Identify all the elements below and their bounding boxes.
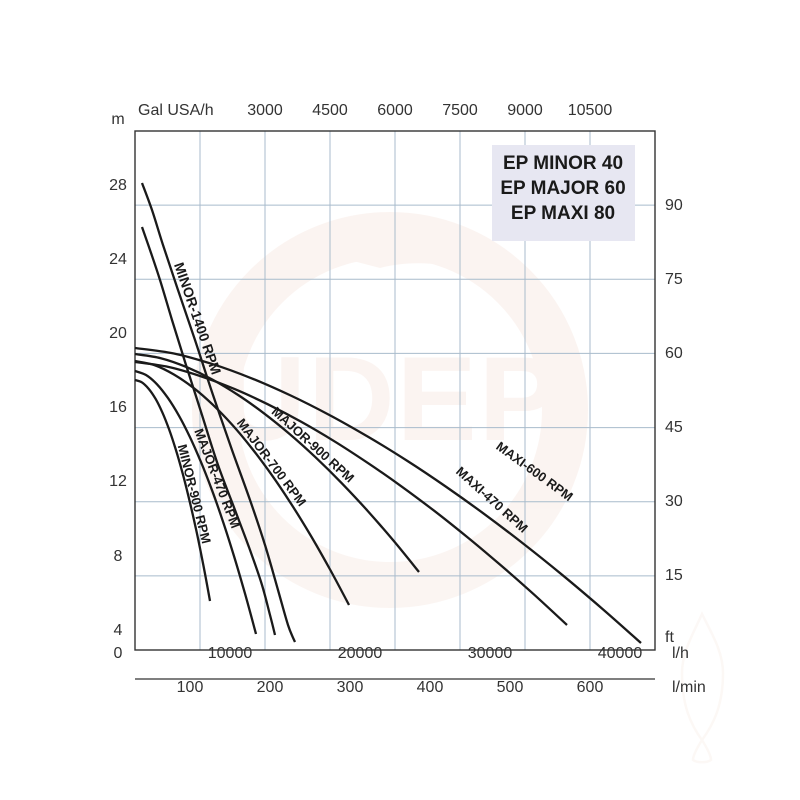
svg-text:4500: 4500 [312, 102, 348, 119]
svg-text:100: 100 [177, 679, 204, 696]
svg-text:28: 28 [109, 177, 127, 194]
svg-text:45: 45 [665, 419, 683, 436]
svg-text:30: 30 [665, 493, 683, 510]
svg-text:12: 12 [109, 473, 127, 490]
svg-text:90: 90 [665, 197, 683, 214]
svg-text:8: 8 [114, 548, 123, 565]
svg-text:3000: 3000 [247, 102, 283, 119]
svg-text:200: 200 [257, 679, 284, 696]
svg-text:l/h: l/h [672, 645, 689, 662]
svg-text:500: 500 [497, 679, 524, 696]
svg-text:24: 24 [109, 251, 127, 268]
svg-text:30000: 30000 [468, 645, 513, 662]
svg-text:7500: 7500 [442, 102, 478, 119]
svg-text:20000: 20000 [338, 645, 383, 662]
svg-text:6000: 6000 [377, 102, 413, 119]
svg-text:75: 75 [665, 271, 683, 288]
svg-text:10500: 10500 [568, 102, 613, 119]
svg-text:10000: 10000 [208, 645, 253, 662]
svg-text:60: 60 [665, 345, 683, 362]
svg-text:15: 15 [665, 567, 683, 584]
svg-text:Gal USA/h: Gal USA/h [138, 102, 214, 119]
svg-text:9000: 9000 [507, 102, 543, 119]
svg-text:600: 600 [577, 679, 604, 696]
svg-text:4: 4 [114, 622, 123, 639]
svg-text:ft: ft [665, 629, 674, 646]
svg-text:300: 300 [337, 679, 364, 696]
svg-text:400: 400 [417, 679, 444, 696]
svg-text:EP MAJOR 60: EP MAJOR 60 [500, 178, 625, 199]
svg-text:EP MINOR 40: EP MINOR 40 [503, 153, 623, 174]
svg-text:40000: 40000 [598, 645, 643, 662]
svg-text:0: 0 [114, 645, 123, 662]
svg-text:20: 20 [109, 325, 127, 342]
svg-text:EP MAXI 80: EP MAXI 80 [511, 203, 615, 224]
svg-text:l/min: l/min [672, 679, 706, 696]
svg-text:16: 16 [109, 399, 127, 416]
svg-text:m: m [111, 111, 124, 128]
